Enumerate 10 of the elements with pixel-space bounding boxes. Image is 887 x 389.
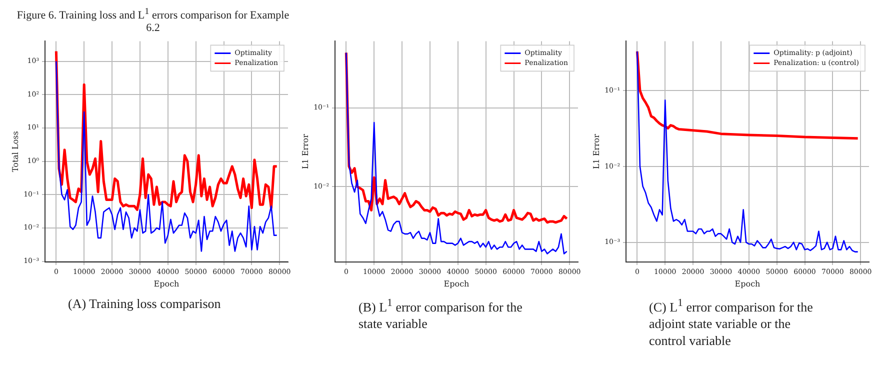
y-axis-title: L1 Error [591,134,600,170]
y-axis-title: Total Loss [10,131,20,172]
chart-title: Figure 6. Training loss and L$^{1}$ errors comparison for Example 6.2 [16,5,290,34]
text: (C) L$^{1}$ error comparison for the adjoint state variable or the control variable [649,296,814,350]
x-axis-title: Epoch [734,279,760,288]
x-axis-title: Epoch [444,279,470,288]
text: (A) Training loss comparison [68,295,222,312]
y-axis-title: L1 Error [300,134,310,170]
text: (B) L$^{1}$ error comparison for the state variable [358,296,524,332]
x-axis-title: Epoch [153,279,179,288]
